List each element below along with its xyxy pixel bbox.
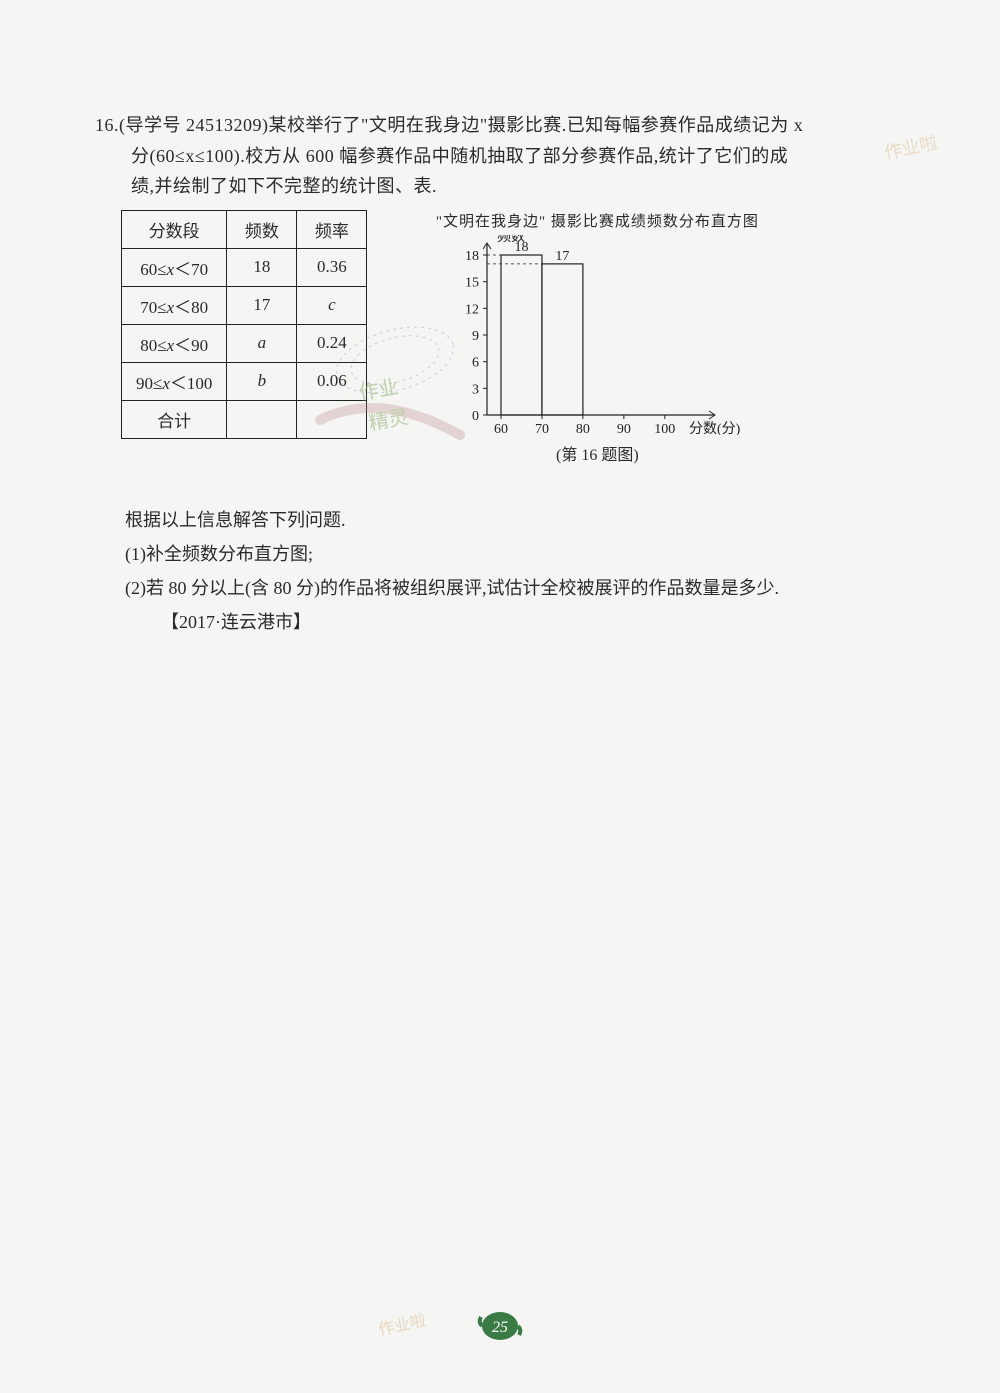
cell-rate: 0.06 xyxy=(297,362,367,400)
cell-freq xyxy=(227,400,297,438)
cell-freq: 17 xyxy=(227,286,297,324)
svg-text:18: 18 xyxy=(465,249,479,264)
question-2: (2)若 80 分以上(含 80 分)的作品将被组织展评,试估计全校被展评的作品… xyxy=(125,571,950,605)
cell-range: 80≤x＜90 xyxy=(122,324,227,362)
table-row: 60≤x＜70180.36 xyxy=(122,248,367,286)
chart-caption: (第 16 题图) xyxy=(407,441,787,465)
table-row: 80≤x＜90a0.24 xyxy=(122,324,367,362)
svg-text:25: 25 xyxy=(492,1319,508,1336)
svg-text:12: 12 xyxy=(465,302,479,317)
table-row: 90≤x＜100b0.06 xyxy=(122,362,367,400)
cell-rate xyxy=(297,400,367,438)
svg-text:60: 60 xyxy=(494,422,508,435)
cell-rate: 0.36 xyxy=(297,248,367,286)
svg-text:70: 70 xyxy=(535,422,549,435)
questions-intro: 根据以上信息解答下列问题. xyxy=(125,503,950,537)
svg-text:6: 6 xyxy=(472,355,479,370)
table-row: 合计 xyxy=(122,400,367,438)
cell-range: 70≤x＜80 xyxy=(122,286,227,324)
content-row: 分数段 频数 频率 60≤x＜70180.3670≤x＜8017c80≤x＜90… xyxy=(95,210,950,465)
cell-freq: a xyxy=(227,324,297,362)
guide-number: (导学号 24513209) xyxy=(119,115,269,135)
questions-block: 根据以上信息解答下列问题. (1)补全频数分布直方图; (2)若 80 分以上(… xyxy=(95,503,950,640)
question-1: (1)补全频数分布直方图; xyxy=(125,537,950,571)
svg-text:作业啦: 作业啦 xyxy=(378,1311,428,1339)
chart-title: "文明在我身边" 摄影比赛成绩频数分布直方图 xyxy=(407,210,787,231)
svg-text:3: 3 xyxy=(472,382,479,397)
problem-number: 16. xyxy=(95,115,119,135)
problem-line1: 某校举行了"文明在我身边"摄影比赛.已知每幅参赛作品成绩记为 x xyxy=(269,115,804,135)
histogram-svg: 0369121518607080901001817频数分数(分) xyxy=(437,235,757,435)
cell-range: 90≤x＜100 xyxy=(122,362,227,400)
svg-text:80: 80 xyxy=(576,422,590,435)
svg-text:17: 17 xyxy=(556,249,570,264)
chart-area: "文明在我身边" 摄影比赛成绩频数分布直方图 0 3 6 9 12 15 18 60 70 80 9… xyxy=(407,210,787,465)
svg-text:频数: 频数 xyxy=(497,235,525,245)
svg-text:分数(分): 分数(分) xyxy=(689,421,741,435)
problem-heading: 16.(导学号 24513209)某校举行了"文明在我身边"摄影比赛.已知每幅参… xyxy=(95,110,950,202)
svg-text:0: 0 xyxy=(472,409,479,424)
table-header-row: 分数段 频数 频率 xyxy=(122,210,367,248)
bottom-watermark-icon: 作业啦 xyxy=(378,1303,448,1343)
page-number-badge: 25 xyxy=(476,1307,524,1345)
problem-line3: 绩,并绘制了如下不完整的统计图、表. xyxy=(95,171,950,202)
svg-text:15: 15 xyxy=(465,275,479,290)
cell-freq: b xyxy=(227,362,297,400)
question-source: 【2017·连云港市】 xyxy=(125,605,950,639)
problem-line2: 分(60≤x≤100).校方从 600 幅参赛作品中随机抽取了部分参赛作品,统计… xyxy=(95,141,950,172)
frequency-table: 分数段 频数 频率 60≤x＜70180.3670≤x＜8017c80≤x＜90… xyxy=(121,210,367,439)
page: 16.(导学号 24513209)某校举行了"文明在我身边"摄影比赛.已知每幅参… xyxy=(0,0,1000,690)
th-freq: 频数 xyxy=(227,210,297,248)
cell-rate: 0.24 xyxy=(297,324,367,362)
svg-text:100: 100 xyxy=(655,422,676,435)
svg-text:90: 90 xyxy=(617,422,631,435)
svg-text:9: 9 xyxy=(472,329,479,344)
cell-range: 合计 xyxy=(122,400,227,438)
th-rate: 频率 xyxy=(297,210,367,248)
table-row: 70≤x＜8017c xyxy=(122,286,367,324)
th-range: 分数段 xyxy=(122,210,227,248)
cell-range: 60≤x＜70 xyxy=(122,248,227,286)
cell-freq: 18 xyxy=(227,248,297,286)
cell-rate: c xyxy=(297,286,367,324)
